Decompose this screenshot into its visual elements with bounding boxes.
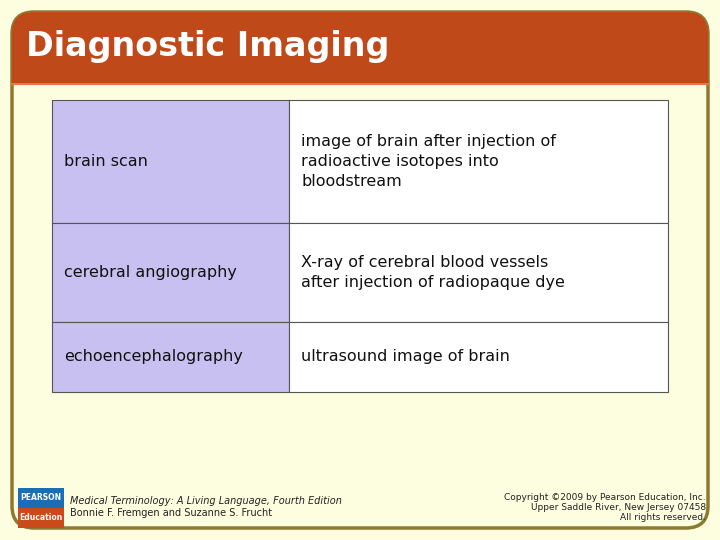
Text: echoencephalography: echoencephalography xyxy=(64,349,243,364)
Text: ultrasound image of brain: ultrasound image of brain xyxy=(301,349,510,364)
FancyBboxPatch shape xyxy=(12,12,708,84)
Bar xyxy=(289,222,668,322)
Bar xyxy=(52,322,289,392)
Text: cerebral angiography: cerebral angiography xyxy=(64,265,237,280)
Bar xyxy=(18,488,64,508)
Text: X-ray of cerebral blood vessels
after injection of radiopaque dye: X-ray of cerebral blood vessels after in… xyxy=(301,255,565,289)
Bar xyxy=(12,62,708,84)
FancyBboxPatch shape xyxy=(12,12,708,528)
Bar xyxy=(52,100,289,222)
Text: PEARSON: PEARSON xyxy=(20,494,62,503)
Bar xyxy=(289,322,668,392)
Text: Copyright ©2009 by Pearson Education, Inc.: Copyright ©2009 by Pearson Education, In… xyxy=(505,494,706,503)
Text: Medical Terminology: A Living Language, Fourth Edition: Medical Terminology: A Living Language, … xyxy=(70,496,342,506)
Bar xyxy=(18,508,64,528)
Text: Diagnostic Imaging: Diagnostic Imaging xyxy=(26,30,390,63)
Text: Education: Education xyxy=(19,514,63,523)
Bar xyxy=(52,222,289,322)
Text: brain scan: brain scan xyxy=(64,154,148,169)
Text: Upper Saddle River, New Jersey 07458: Upper Saddle River, New Jersey 07458 xyxy=(531,503,706,512)
Bar xyxy=(289,100,668,222)
Text: Bonnie F. Fremgen and Suzanne S. Frucht: Bonnie F. Fremgen and Suzanne S. Frucht xyxy=(70,508,272,518)
Text: All rights reserved.: All rights reserved. xyxy=(620,514,706,523)
Text: image of brain after injection of
radioactive isotopes into
bloodstream: image of brain after injection of radioa… xyxy=(301,134,556,188)
